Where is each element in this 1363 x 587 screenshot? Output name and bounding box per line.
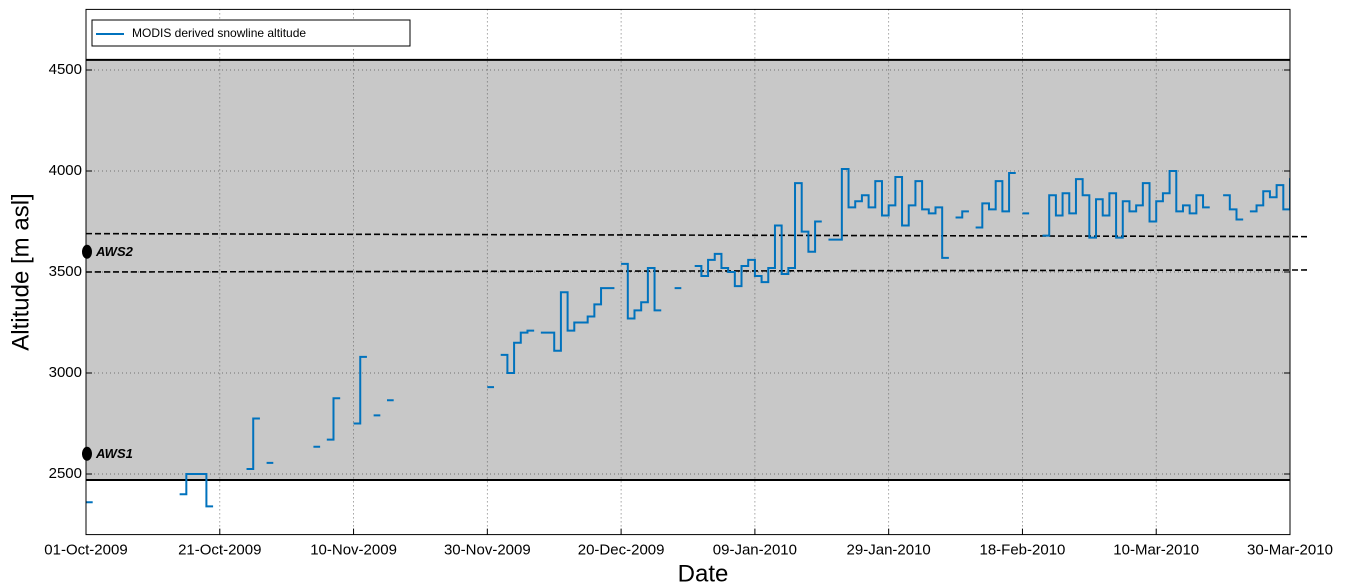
x-tick-label: 29-Jan-2010: [847, 542, 931, 559]
aws-label: AWS1: [95, 446, 133, 461]
y-tick-label: 4500: [49, 61, 82, 78]
plot-clip: [86, 167, 1290, 508]
legend-box: [91, 19, 411, 47]
x-tick-label: 18-Feb-2010: [979, 542, 1065, 559]
y-tick-label: 4000: [49, 162, 82, 179]
y-tick-label: 2500: [49, 465, 82, 482]
x-axis-label: Date: [678, 560, 729, 587]
aws-point: [82, 446, 92, 461]
x-tick-label: 30-Mar-2010: [1247, 542, 1333, 559]
reference-line: [85, 232, 1309, 238]
y-tick-label: 3000: [49, 364, 82, 381]
x-tick-label: 10-Nov-2009: [310, 542, 397, 559]
aws-point: [82, 244, 92, 259]
x-tick-label: 21-Oct-2009: [178, 542, 261, 559]
y-axis-label: Altitude [m asl]: [7, 193, 34, 350]
x-tick-label: 01-Oct-2009: [44, 542, 127, 559]
x-tick-label: 30-Nov-2009: [444, 542, 531, 559]
y-tick-label: 3500: [49, 263, 82, 280]
plot-frame: [85, 8, 1291, 536]
x-tick-label: 10-Mar-2010: [1113, 542, 1199, 559]
series-line: [86, 167, 1290, 508]
x-tick-label: 09-Jan-2010: [713, 542, 797, 559]
reference-line: [85, 269, 1309, 273]
shaded-band: [86, 59, 1290, 481]
x-tick-label: 20-Dec-2009: [578, 542, 665, 559]
legend-label: MODIS derived snowline altitude: [132, 26, 306, 40]
aws-label: AWS2: [95, 244, 134, 259]
